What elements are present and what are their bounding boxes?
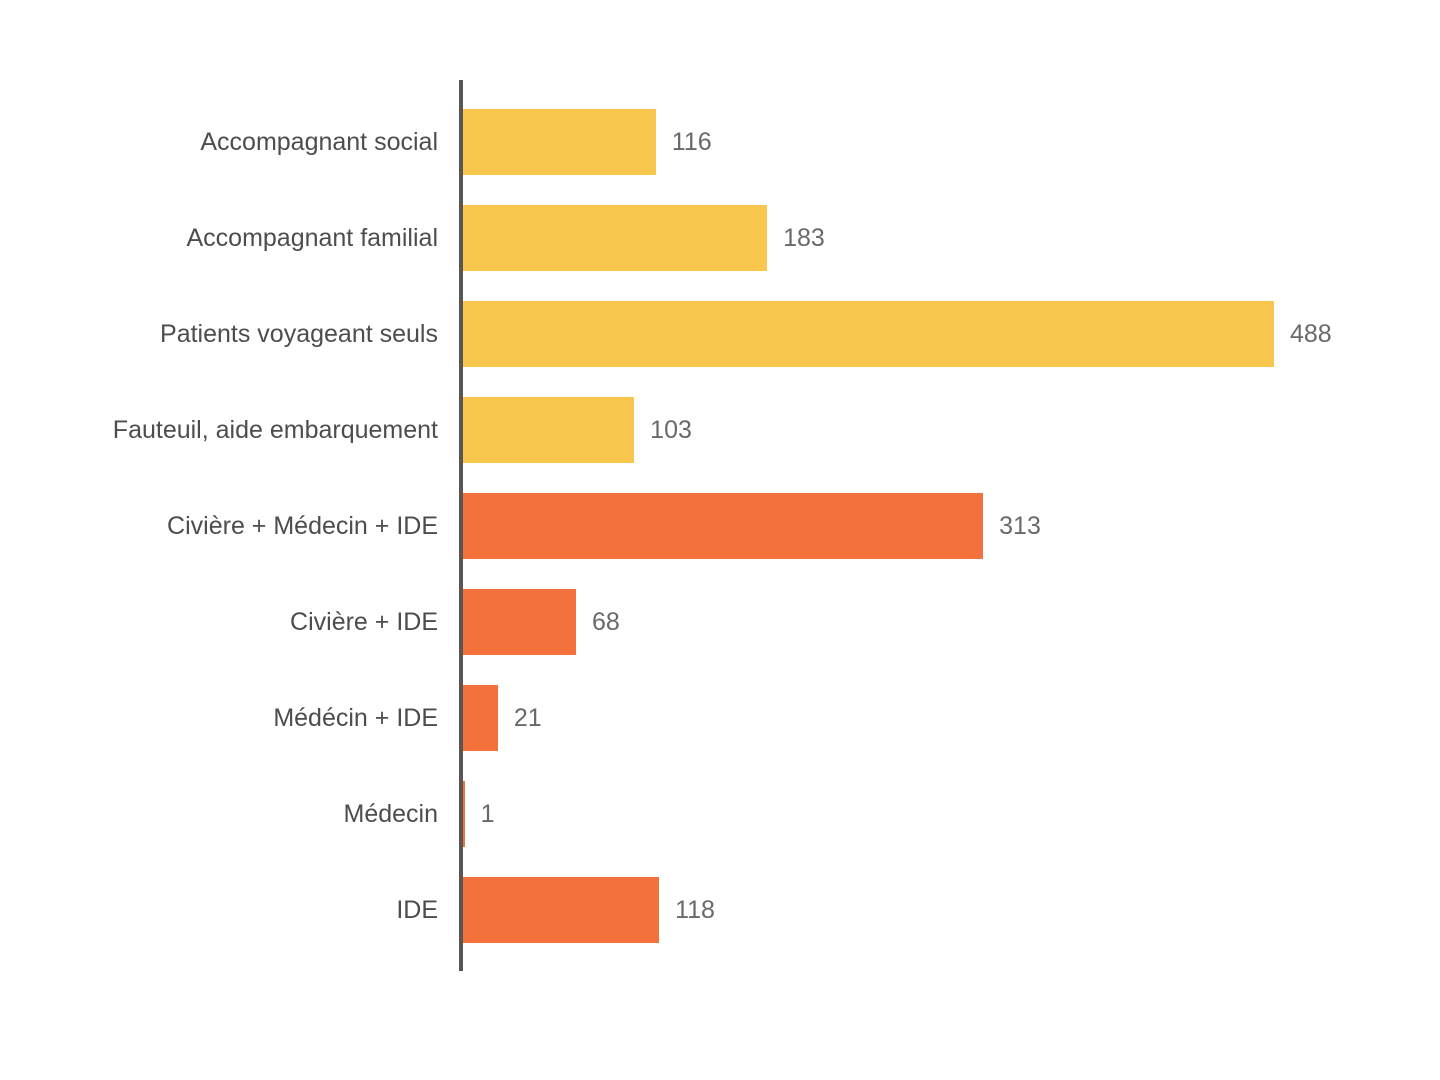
bar <box>463 589 576 655</box>
category-label: Médecin <box>343 800 439 828</box>
category-label: Fauteuil, aide embarquement <box>112 416 438 444</box>
bar <box>463 301 1274 367</box>
value-label: 183 <box>783 224 825 252</box>
bar <box>463 685 498 751</box>
value-label: 488 <box>1290 320 1332 348</box>
value-label: 103 <box>650 416 692 444</box>
category-label: IDE <box>396 896 438 924</box>
category-label: Civière + Médecin + IDE <box>167 512 438 540</box>
category-label: Patients voyageant seuls <box>160 320 438 348</box>
value-label: 118 <box>675 896 715 924</box>
value-label: 116 <box>671 128 712 156</box>
bar <box>463 493 984 559</box>
value-label: 68 <box>592 608 620 636</box>
value-label: 1 <box>480 800 495 828</box>
bar <box>463 397 635 463</box>
category-label: Accompagnant familial <box>186 224 438 252</box>
y-axis-line <box>459 80 463 971</box>
bar <box>463 109 656 175</box>
bar <box>463 877 660 943</box>
value-label: 21 <box>513 704 542 732</box>
category-label: Médécin + IDE <box>273 704 438 732</box>
value-label: 313 <box>999 512 1041 540</box>
category-label: Civière + IDE <box>290 608 438 636</box>
bar <box>463 781 465 847</box>
bar <box>463 205 768 271</box>
category-label: Accompagnant social <box>200 128 438 156</box>
